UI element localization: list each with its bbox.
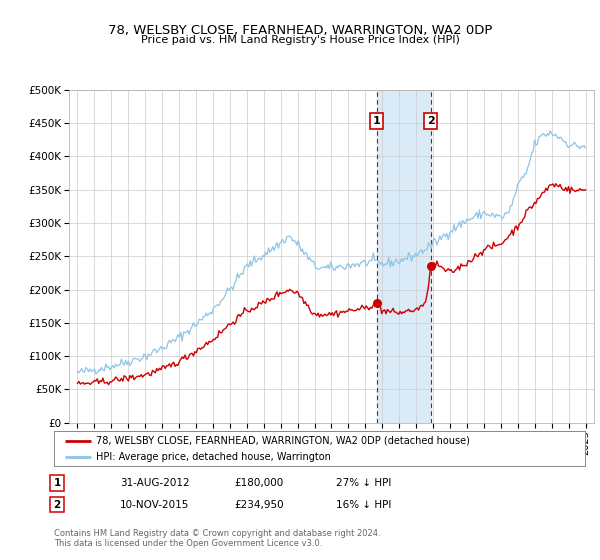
Text: 78, WELSBY CLOSE, FEARNHEAD, WARRINGTON, WA2 0DP: 78, WELSBY CLOSE, FEARNHEAD, WARRINGTON,…	[108, 24, 492, 37]
Text: £180,000: £180,000	[234, 478, 283, 488]
Text: This data is licensed under the Open Government Licence v3.0.: This data is licensed under the Open Gov…	[54, 539, 322, 548]
Text: £234,950: £234,950	[234, 500, 284, 510]
Text: Price paid vs. HM Land Registry's House Price Index (HPI): Price paid vs. HM Land Registry's House …	[140, 35, 460, 45]
Text: 78, WELSBY CLOSE, FEARNHEAD, WARRINGTON, WA2 0DP (detached house): 78, WELSBY CLOSE, FEARNHEAD, WARRINGTON,…	[97, 436, 470, 446]
Text: Contains HM Land Registry data © Crown copyright and database right 2024.: Contains HM Land Registry data © Crown c…	[54, 529, 380, 538]
Text: 2: 2	[53, 500, 61, 510]
Text: 31-AUG-2012: 31-AUG-2012	[120, 478, 190, 488]
Bar	[377, 90, 431, 423]
Text: 27% ↓ HPI: 27% ↓ HPI	[336, 478, 391, 488]
Text: 16% ↓ HPI: 16% ↓ HPI	[336, 500, 391, 510]
Text: 1: 1	[373, 116, 380, 126]
Text: 10-NOV-2015: 10-NOV-2015	[120, 500, 190, 510]
Text: 2: 2	[427, 116, 434, 126]
Text: 1: 1	[53, 478, 61, 488]
Text: HPI: Average price, detached house, Warrington: HPI: Average price, detached house, Warr…	[97, 451, 331, 461]
